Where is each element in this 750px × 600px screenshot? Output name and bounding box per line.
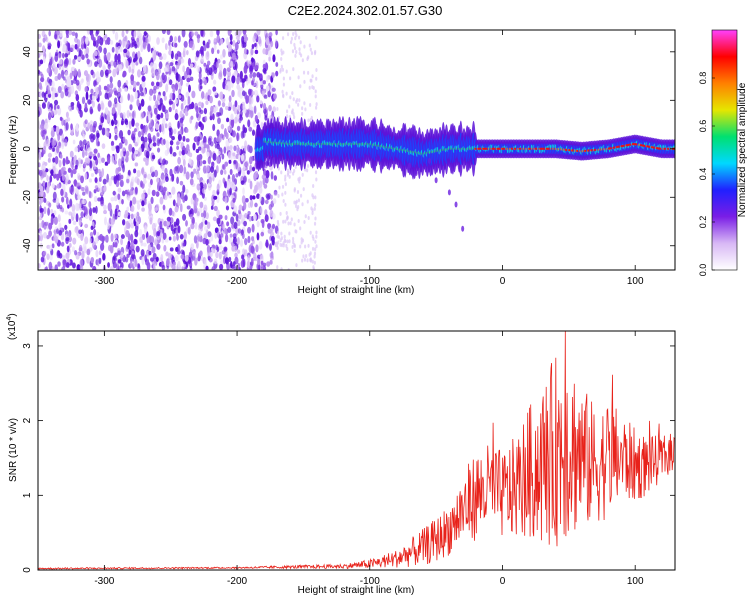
colorbar-tick-label: 0.0 (698, 264, 708, 277)
snr-y-tick-label: 2 (22, 417, 33, 423)
spectrogram-x-tick-label: -200 (227, 276, 247, 287)
colorbar-tick-label: 0.8 (698, 72, 708, 85)
snr-x-tick-label: -200 (227, 576, 247, 587)
colorbar: 0.0 0.2 0.4 0.6 0.8 Normalized spectral ampl… (698, 29, 748, 277)
snr-x-label: Height of straight line (km) (298, 585, 415, 596)
snr-multiplier: (x104) (6, 313, 18, 340)
colorbar-tick-label: 0.4 (698, 168, 708, 181)
snr-x-tick-label: 100 (627, 576, 644, 587)
spectrogram-y-tick-label: 20 (22, 94, 33, 106)
spectrogram-y-tick-label: 0 (22, 146, 33, 152)
colorbar-ticks: 0.0 0.2 0.4 0.6 0.8 (698, 72, 715, 277)
spectrogram-x-tick-label: 0 (500, 276, 506, 287)
spectrogram-x-tick-label: -300 (94, 276, 114, 287)
figure-title: C2E2.2024.302.01.57.G30 (288, 3, 443, 18)
spectrogram-x-label: Height of straight line (km) (298, 285, 415, 296)
colorbar-tick-label: 0.6 (698, 120, 708, 133)
snr-series (37, 330, 675, 570)
snr-x-tick-label: -300 (94, 576, 114, 587)
spectrogram-y-tick-label: -40 (22, 238, 33, 253)
snr-y-label: SNR (10 * v/v) (8, 418, 19, 482)
colorbar-gradient (712, 30, 737, 270)
snr-y-tick-label: 1 (22, 492, 33, 498)
spectrogram-y-tick-label: 40 (22, 46, 33, 58)
snr-panel: -300 -200 -100 0 100 0 1 2 3 Height of straight… (6, 313, 676, 596)
spectrogram-y-tick-label: -20 (22, 190, 33, 205)
colorbar-label: Normalized spectral amplitude (737, 82, 748, 217)
snr-frame (37, 330, 676, 571)
spectrogram-x-tick-label: -100 (360, 276, 380, 287)
spectrogram-image (38, 30, 675, 270)
snr-x-tick-label: -100 (360, 576, 380, 587)
snr-x-tick-label: 0 (500, 576, 506, 587)
colorbar-tick-label: 0.2 (698, 216, 708, 229)
snr-y-tick-label: 0 (22, 567, 33, 573)
snr-y-ticks: 0 1 2 3 (22, 343, 675, 573)
snr-line (37, 330, 675, 570)
spectrogram-y-ticks: -40 -20 0 20 40 (22, 46, 675, 253)
spectrogram-pixels (38, 30, 675, 270)
snr-x-ticks: -300 -200 -100 0 100 (94, 331, 644, 587)
colorbar-frame (711, 29, 738, 271)
snr-plot-area (38, 331, 675, 570)
spectrogram-x-ticks: -300 -200 -100 0 100 (94, 30, 644, 287)
snr-y-tick-label: 3 (22, 343, 33, 349)
spectrogram-y-label: Frequency (Hz) (8, 116, 19, 185)
spectrogram-frame (37, 29, 676, 271)
spectrogram-x-tick-label: 100 (627, 276, 644, 287)
